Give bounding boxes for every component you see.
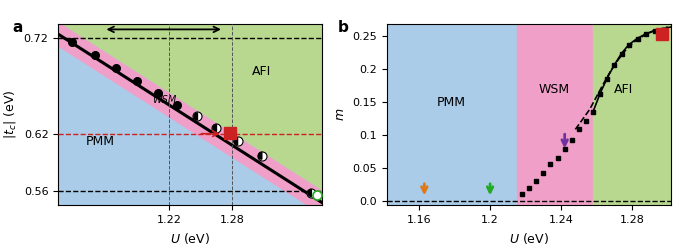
Bar <box>593 24 671 205</box>
Text: AFI: AFI <box>614 83 633 96</box>
Polygon shape <box>258 152 262 159</box>
Text: b: b <box>337 20 348 35</box>
Y-axis label: $|t_c|$ (eV): $|t_c|$ (eV) <box>2 90 18 139</box>
X-axis label: $U$ (eV): $U$ (eV) <box>170 231 210 246</box>
Text: WSM: WSM <box>538 83 570 96</box>
Y-axis label: $m$: $m$ <box>334 108 347 121</box>
Bar <box>387 24 516 205</box>
Text: AFI: AFI <box>252 65 271 78</box>
Polygon shape <box>194 113 197 120</box>
Polygon shape <box>213 124 216 131</box>
Text: PMM: PMM <box>86 135 115 148</box>
Polygon shape <box>234 138 238 145</box>
Polygon shape <box>308 189 312 196</box>
X-axis label: $U$ (eV): $U$ (eV) <box>509 231 549 246</box>
Text: WSM: WSM <box>151 95 176 105</box>
Text: a: a <box>12 20 23 35</box>
Text: PMM: PMM <box>436 96 466 110</box>
Bar <box>516 24 593 205</box>
